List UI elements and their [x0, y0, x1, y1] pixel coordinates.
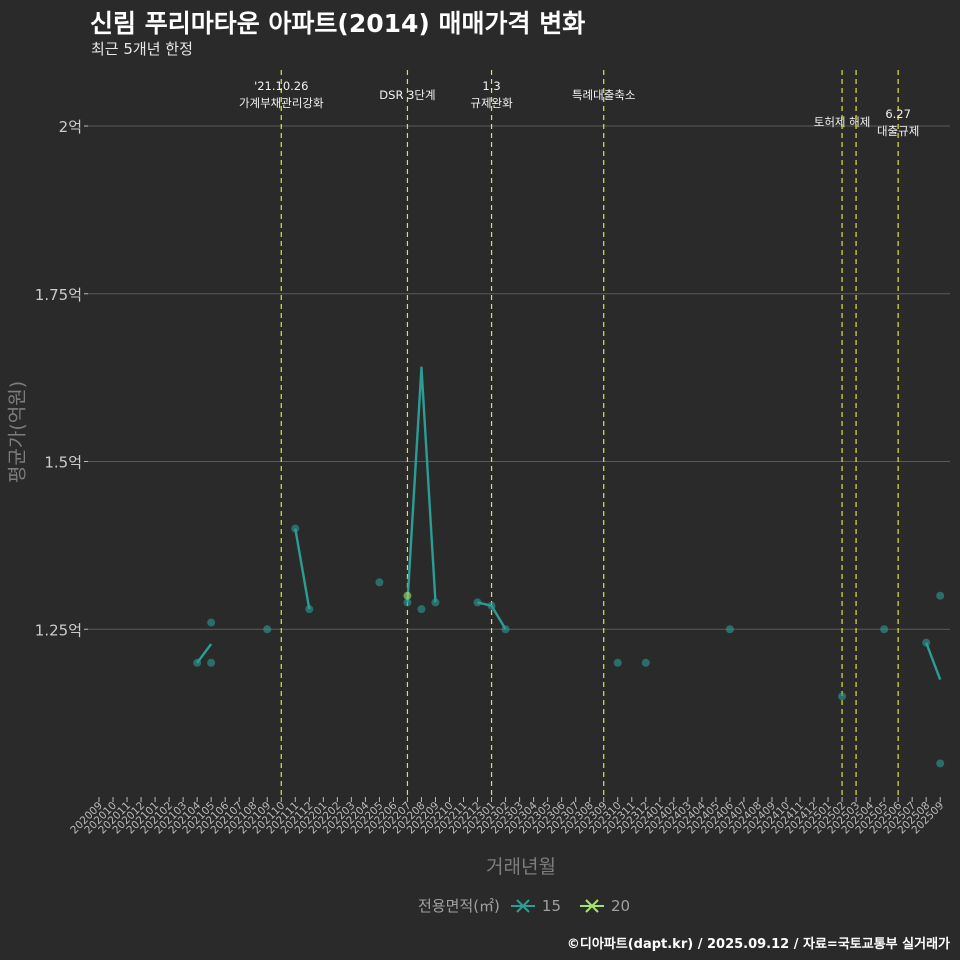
data-point-15 — [936, 591, 945, 600]
legend-title: 전용면적(㎡) — [418, 897, 500, 915]
event-label: 1.3 — [482, 79, 500, 93]
series-points — [193, 524, 945, 768]
event-label: 가계부채관리강화 — [239, 96, 324, 110]
chart-subtitle: 최근 5개년 한정 — [91, 40, 193, 58]
data-point-15 — [487, 601, 496, 610]
event-label: 규제완화 — [470, 96, 513, 110]
event-label: 토허제 해제 — [814, 115, 871, 129]
x-axis-label: 거래년월 — [486, 856, 556, 878]
legend-key-15-icon — [510, 898, 535, 913]
source-caption: ©디아파트(dapt.kr) / 2025.09.12 / 자료=국토교통부 실… — [566, 937, 950, 952]
data-point-15 — [263, 625, 272, 634]
legend-label-15: 15 — [541, 896, 561, 915]
grid-lines — [88, 125, 950, 630]
data-point-15 — [431, 598, 440, 607]
y-axis-ticks: 1.25억 1.5억 1.75억 2억 — [35, 118, 88, 639]
data-point-15 — [880, 625, 889, 634]
data-point-15 — [403, 598, 412, 607]
chart-title: 신림 푸리마타운 아파트(2014) 매매가격 변화 — [90, 9, 586, 38]
event-markers: '21.10.26 가계부채관리강화 DSR 3단계 1.3 규제완화 특례대출축소토허제… — [239, 70, 919, 795]
legend-label-20: 20 — [611, 896, 631, 915]
data-point-15 — [936, 759, 945, 768]
data-point-15 — [291, 524, 300, 533]
data-point-15 — [305, 605, 314, 614]
event-label: 6.27 — [885, 107, 911, 121]
data-point-15 — [725, 625, 734, 634]
y-tick-label: 1.5억 — [44, 454, 82, 472]
series-lines — [196, 366, 942, 681]
y-tick-label: 1.25억 — [35, 621, 82, 639]
data-point-15 — [641, 658, 650, 667]
data-point-15 — [207, 658, 216, 667]
event-label: '21.10.26 — [254, 79, 308, 93]
y-tick-label: 2억 — [59, 118, 82, 136]
data-point-15 — [838, 692, 847, 701]
event-label: 대출규제 — [877, 124, 919, 138]
data-point-15 — [613, 658, 622, 667]
event-label: 특례대출축소 — [572, 88, 635, 102]
legend: 전용면적(㎡) 15 20 — [418, 895, 630, 916]
data-point-15 — [501, 625, 510, 634]
data-point-15 — [375, 578, 384, 587]
x-axis-ticks: 2020092020102020112020122021012021022021… — [68, 797, 946, 836]
data-point-15 — [193, 658, 202, 667]
data-point-15 — [417, 605, 426, 614]
series-line-15 — [925, 642, 942, 681]
event-label: DSR 3단계 — [379, 88, 435, 102]
series-line-15 — [294, 528, 311, 610]
y-axis-label: 평균가(억원) — [6, 380, 29, 484]
data-point-15 — [922, 638, 931, 647]
data-point-15 — [473, 598, 482, 607]
data-point-15 — [207, 618, 216, 627]
data-point-20 — [403, 591, 412, 600]
legend-key-20-icon — [580, 898, 604, 913]
series-line-15 — [406, 366, 437, 603]
y-tick-label: 1.75억 — [35, 286, 82, 304]
